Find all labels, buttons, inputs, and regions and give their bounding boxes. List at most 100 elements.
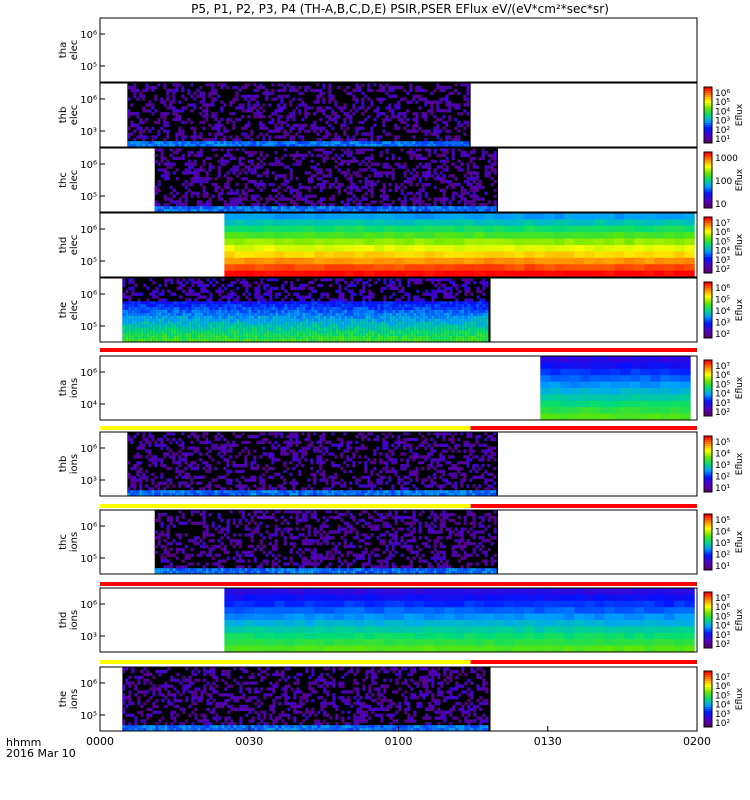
spectrogram-cell [262,162,266,166]
spectrogram-cell [304,209,308,213]
spectrogram-cell [464,257,475,265]
spectrogram-cell [614,270,625,278]
spectrogram-cell [256,203,260,207]
spectrogram-cell [248,315,252,320]
spectrogram-cell [292,115,296,119]
spectrogram-cell [185,307,189,311]
spectrogram-cell [160,174,164,178]
spectrogram-cell [534,245,545,252]
spectrogram-cell [421,209,425,213]
spectrogram-cell [179,324,183,328]
spectrogram-cell [346,85,350,90]
spectrogram-cell [400,200,404,204]
spectrogram-cell [283,144,287,148]
spectrogram-cell [574,270,585,278]
spectrogram-cell [654,232,665,239]
spectrogram-cell [230,336,234,340]
spectrogram-cell [229,100,233,104]
spectrogram-cell [461,304,465,308]
spectrogram-cell [385,194,389,198]
spectrogram-cell [322,85,326,90]
spectrogram-cell [433,120,437,125]
spectrogram-cell [275,330,279,334]
spectrogram-cell [313,165,317,169]
spectrogram-cell [472,206,476,210]
spectrogram-cell [230,280,234,285]
spectrogram-cell [449,312,453,317]
spectrogram-cell [379,188,383,193]
spectrogram-cell [239,318,243,323]
spectrogram-cell [386,310,390,314]
spectrogram-cell [313,174,317,178]
spectrogram-cell [274,126,278,130]
spectrogram-cell [382,88,386,93]
spectrogram-cell [313,123,317,128]
spectrogram-cell [494,251,505,259]
spectrogram-cell [277,185,281,190]
spectrogram-cell [367,85,371,90]
spectrogram-cell [457,182,461,187]
spectrogram-cell [355,206,359,210]
spectrogram-cell [322,197,326,201]
spectrogram-cell [391,94,395,98]
spectrogram-cell [467,336,471,340]
spectrogram-cell [245,324,249,328]
spectrogram-cell [277,162,281,166]
spectrogram-cell [445,138,449,142]
spectrogram-cell [391,109,395,113]
colorbar-swatch [704,133,712,136]
spectrogram-cell [439,144,443,148]
spectrogram-cell [324,225,335,233]
spectrogram-cell [322,100,326,104]
spectrogram-cell [167,318,171,323]
spectrogram-cell [137,298,141,302]
spectrogram-cell [127,126,131,130]
spectrogram-cell [244,270,255,278]
spectrogram-cell [358,162,362,166]
spectrogram-cell [247,120,251,125]
spectrogram-cell [376,106,380,110]
spectrogram-cell [337,185,341,190]
spectrogram-cell [149,307,153,311]
spectrogram-cell [133,138,137,142]
spectrogram-cell [310,174,314,178]
spectrogram-cell [504,232,515,239]
spectrogram-cell [460,168,464,172]
spectrogram-cell [484,174,488,178]
spectrogram-cell [239,307,243,311]
spectrogram-cell [247,83,251,87]
spectrogram-cell [196,206,200,210]
spectrogram-cell [401,310,405,314]
spectrogram-cell [472,148,476,152]
spectrogram-cell [442,194,446,198]
spectrogram-cell [391,209,395,213]
spectrogram-cell [392,330,396,334]
spectrogram-cell [299,295,303,299]
spectrogram-cell [284,321,288,325]
spectrogram-cell [473,324,477,328]
spectrogram-cell [400,209,404,213]
spectrogram-cell [374,318,378,323]
spectrogram-cell [382,203,386,207]
spectrogram-cell [401,330,405,334]
spectrogram-cell [439,165,443,169]
spectrogram-cell [353,307,357,311]
spectrogram-cell [433,206,437,210]
spectrogram-cell [484,245,495,252]
spectrogram-cell [389,304,393,308]
spectrogram-cell [371,307,375,311]
spectrogram-cell [217,141,221,145]
spectrogram-cell [163,103,167,107]
spectrogram-cell [266,278,270,282]
spectrogram-cell [334,153,338,158]
spectrogram-cell [233,280,237,285]
spectrogram-cell [444,225,455,233]
spectrogram-cell [361,138,365,142]
spectrogram-cell [277,129,281,133]
spectrogram-cell [319,153,323,158]
spectrogram-cell [457,106,461,110]
spectrogram-cell [164,333,168,337]
spectrogram-cell [197,339,201,343]
spectrogram-cell [298,191,302,195]
spectrogram-cell [353,330,357,334]
